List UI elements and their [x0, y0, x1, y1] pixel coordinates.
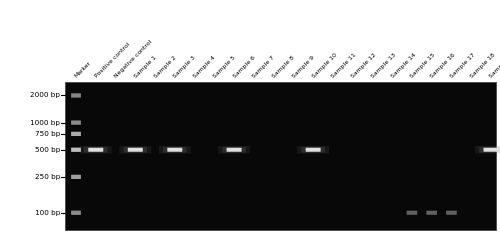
FancyBboxPatch shape — [297, 146, 329, 154]
FancyBboxPatch shape — [302, 147, 325, 153]
FancyBboxPatch shape — [120, 146, 151, 154]
Text: Sample 5: Sample 5 — [212, 55, 236, 79]
FancyBboxPatch shape — [71, 132, 81, 136]
FancyBboxPatch shape — [163, 147, 186, 153]
FancyBboxPatch shape — [71, 211, 81, 215]
FancyBboxPatch shape — [306, 148, 320, 152]
FancyBboxPatch shape — [124, 147, 147, 153]
FancyBboxPatch shape — [484, 148, 498, 152]
Text: Positive control: Positive control — [94, 42, 131, 79]
FancyBboxPatch shape — [159, 146, 190, 154]
Text: 750 bp: 750 bp — [34, 131, 60, 137]
FancyBboxPatch shape — [426, 211, 437, 215]
FancyBboxPatch shape — [128, 148, 143, 152]
FancyBboxPatch shape — [218, 146, 250, 154]
Text: Sample 3: Sample 3 — [173, 55, 197, 79]
Text: Sample 8: Sample 8 — [272, 55, 295, 79]
Text: Sample 19: Sample 19 — [489, 52, 500, 79]
Text: Sample 11: Sample 11 — [331, 52, 357, 79]
FancyBboxPatch shape — [80, 146, 112, 154]
Text: Sample 12: Sample 12 — [350, 52, 378, 79]
Text: Sample 6: Sample 6 — [232, 55, 256, 79]
Text: Negative control: Negative control — [114, 39, 154, 79]
Text: 500 bp: 500 bp — [34, 147, 60, 153]
Text: 100 bp: 100 bp — [34, 210, 60, 216]
Text: 250 bp: 250 bp — [34, 174, 60, 180]
FancyBboxPatch shape — [446, 211, 457, 215]
Text: Sample 9: Sample 9 — [292, 55, 316, 79]
Text: Sample 18: Sample 18 — [469, 52, 496, 79]
FancyBboxPatch shape — [475, 146, 500, 154]
Text: Sample 2: Sample 2 — [153, 55, 177, 79]
Text: Sample 1: Sample 1 — [134, 55, 158, 79]
Text: Sample 13: Sample 13 — [370, 52, 397, 79]
FancyBboxPatch shape — [88, 148, 104, 152]
Text: Sample 17: Sample 17 — [450, 52, 476, 79]
Text: Sample 14: Sample 14 — [390, 52, 417, 79]
FancyBboxPatch shape — [71, 121, 81, 125]
Text: Sample 10: Sample 10 — [311, 52, 338, 79]
Text: Sample 7: Sample 7 — [252, 55, 276, 79]
Text: 1000 bp: 1000 bp — [30, 120, 60, 126]
FancyBboxPatch shape — [84, 147, 108, 153]
FancyBboxPatch shape — [406, 211, 418, 215]
FancyBboxPatch shape — [480, 147, 500, 153]
FancyBboxPatch shape — [222, 147, 246, 153]
Bar — [65, 82, 496, 230]
Text: Sample 4: Sample 4 — [192, 55, 216, 79]
FancyBboxPatch shape — [71, 175, 81, 179]
Text: Marker: Marker — [74, 61, 92, 79]
FancyBboxPatch shape — [71, 93, 81, 98]
Text: Sample 16: Sample 16 — [430, 52, 456, 79]
FancyBboxPatch shape — [71, 148, 81, 152]
Text: 2000 bp: 2000 bp — [30, 92, 60, 99]
FancyBboxPatch shape — [226, 148, 242, 152]
Text: Sample 15: Sample 15 — [410, 52, 436, 79]
FancyBboxPatch shape — [168, 148, 182, 152]
